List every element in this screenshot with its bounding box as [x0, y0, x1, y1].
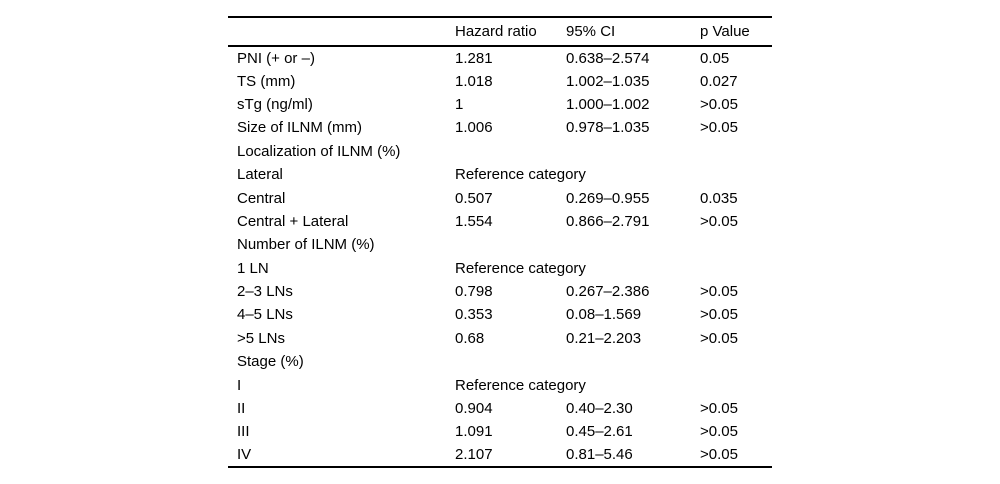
results-table: Hazard ratio 95% CI p Value PNI (+ or –)…: [228, 16, 772, 468]
p-value-cell: >0.05: [700, 119, 738, 137]
table-row: III 1.091 0.45–2.61 >0.05: [228, 420, 772, 443]
hazard-ratio-cell: 1: [455, 95, 464, 113]
hazard-ratio-cell: 1.018: [455, 72, 493, 90]
table-body: PNI (+ or –) 1.281 0.638–2.574 0.05 TS (mm) 1…: [228, 46, 772, 468]
p-value-cell: >0.05: [700, 95, 738, 113]
row-label-cell: Central: [237, 189, 286, 207]
p-value-cell: >0.05: [700, 283, 738, 301]
hazard-ratio-cell: 0.353: [455, 306, 493, 324]
row-label-cell: 4–5 LNs: [237, 306, 293, 324]
ci-cell: 0.40–2.30: [566, 400, 633, 418]
row-label-cell: PNI (+ or –): [237, 49, 315, 67]
p-value-cell: 0.05: [700, 49, 730, 67]
hazard-ratio-cell: 1.281: [455, 49, 493, 67]
section-row: Number of ILNM (%): [228, 233, 772, 256]
row-label-cell: sTg (ng/ml): [237, 95, 313, 113]
row-label-cell: IV: [237, 446, 252, 464]
table-row: TS (mm) 1.018 1.002–1.035 0.027: [228, 69, 772, 92]
row-label-cell: II: [237, 400, 246, 418]
ci-cell: 1.000–1.002: [566, 95, 650, 113]
row-label-cell: Localization of ILNM (%): [237, 142, 401, 160]
ci-cell: 0.08–1.569: [566, 306, 642, 324]
p-value-cell: >0.05: [700, 446, 738, 464]
ci-cell: 0.269–0.955: [566, 189, 650, 207]
reference-category-cell: Reference category: [455, 166, 586, 184]
row-label-cell: 2–3 LNs: [237, 283, 293, 301]
hazard-ratio-cell: 1.006: [455, 119, 493, 137]
table-row: 2–3 LNs 0.798 0.267–2.386 >0.05: [228, 280, 772, 303]
reference-row: 1 LN Reference category: [228, 257, 772, 280]
p-value-cell: >0.05: [700, 212, 738, 230]
row-label-cell: Size of ILNM (mm): [237, 119, 363, 137]
reference-row: Lateral Reference category: [228, 163, 772, 186]
ci-cell: 0.81–5.46: [566, 446, 633, 464]
table-row: II 0.904 0.40–2.30 >0.05: [228, 397, 772, 420]
header-hazard-ratio: Hazard ratio: [455, 23, 537, 40]
hazard-ratio-cell: 0.904: [455, 400, 493, 418]
header-p-value: p Value: [700, 23, 750, 40]
reference-row: I Reference category: [228, 373, 772, 396]
section-row: Localization of ILNM (%): [228, 140, 772, 163]
hazard-ratio-cell: 2.107: [455, 446, 493, 464]
p-value-cell: 0.027: [700, 72, 738, 90]
hazard-ratio-cell: 0.507: [455, 189, 493, 207]
ci-cell: 0.267–2.386: [566, 283, 650, 301]
hazard-ratio-cell: 1.554: [455, 212, 493, 230]
table-header-row: Hazard ratio 95% CI p Value: [228, 17, 772, 46]
p-value-cell: >0.05: [700, 306, 738, 324]
table-row: Size of ILNM (mm) 1.006 0.978–1.035 >0.05: [228, 116, 772, 139]
table-row: >5 LNs 0.68 0.21–2.203 >0.05: [228, 327, 772, 350]
table-row: 4–5 LNs 0.353 0.08–1.569 >0.05: [228, 303, 772, 326]
row-label-cell: I: [237, 376, 242, 394]
table-row: Central + Lateral 1.554 0.866–2.791 >0.05: [228, 210, 772, 233]
row-label-cell: 1 LN: [237, 259, 269, 277]
table-row: IV 2.107 0.81–5.46 >0.05: [228, 444, 772, 467]
empty-cell: [455, 350, 772, 373]
ci-cell: 0.21–2.203: [566, 329, 642, 347]
table-row: sTg (ng/ml) 1 1.000–1.002 >0.05: [228, 93, 772, 116]
p-value-cell: >0.05: [700, 423, 738, 441]
ci-cell: 0.978–1.035: [566, 119, 650, 137]
row-label-cell: Central + Lateral: [237, 212, 349, 230]
ci-cell: 0.638–2.574: [566, 49, 650, 67]
reference-category-cell: Reference category: [455, 259, 586, 277]
ci-cell: 0.45–2.61: [566, 423, 633, 441]
p-value-cell: 0.035: [700, 189, 738, 207]
p-value-cell: >0.05: [700, 329, 738, 347]
header-95-ci: 95% CI: [566, 23, 616, 40]
row-label-cell: >5 LNs: [237, 329, 285, 347]
row-label-cell: Number of ILNM (%): [237, 236, 375, 254]
empty-cell: [455, 233, 772, 256]
table-row: Central 0.507 0.269–0.955 0.035: [228, 186, 772, 209]
hazard-ratio-cell: 1.091: [455, 423, 493, 441]
reference-category-cell: Reference category: [455, 376, 586, 394]
ci-cell: 1.002–1.035: [566, 72, 650, 90]
table-row: PNI (+ or –) 1.281 0.638–2.574 0.05: [228, 46, 772, 69]
ci-cell: 0.866–2.791: [566, 212, 650, 230]
p-value-cell: >0.05: [700, 400, 738, 418]
section-row: Stage (%): [228, 350, 772, 373]
row-label-cell: Stage (%): [237, 353, 304, 371]
hazard-ratio-cell: 0.68: [455, 329, 485, 347]
row-label-cell: III: [237, 423, 250, 441]
row-label-cell: Lateral: [237, 166, 283, 184]
hazard-ratio-cell: 0.798: [455, 283, 493, 301]
table-head: Hazard ratio 95% CI p Value: [228, 17, 772, 46]
row-label-cell: TS (mm): [237, 72, 296, 90]
empty-cell: [455, 140, 772, 163]
header-empty-cell: [228, 17, 455, 46]
